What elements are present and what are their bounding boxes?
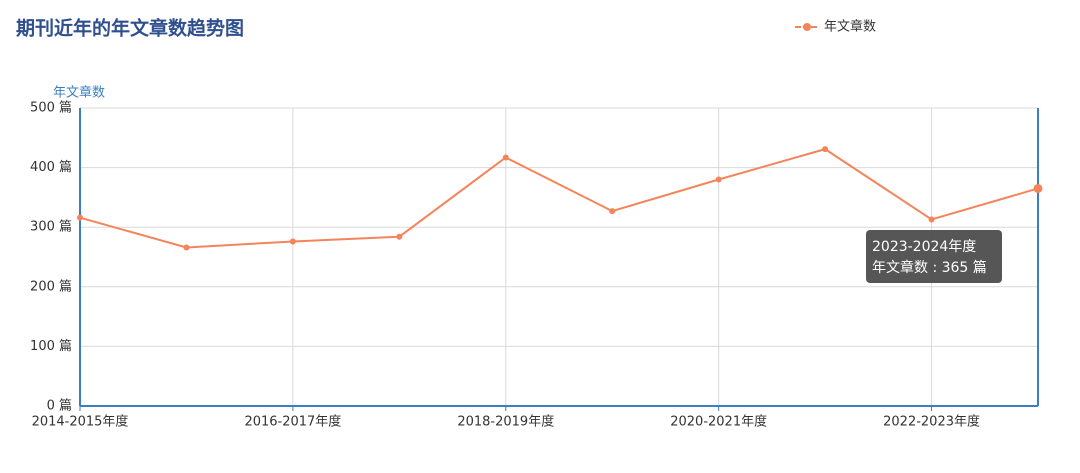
data-point: [1033, 183, 1043, 193]
y-tick-label: 300 篇: [30, 220, 72, 235]
x-tick-label: 2018-2019年度: [457, 414, 554, 430]
y-axis-label: 年文章数: [53, 85, 105, 101]
tooltip-box: [866, 230, 1002, 283]
x-tick-label: 2016-2017年度: [244, 414, 341, 430]
data-point: [928, 216, 935, 223]
x-tick-label: 2014-2015年度: [32, 414, 129, 430]
data-point: [715, 176, 722, 183]
data-point: [77, 214, 83, 221]
tooltip-title: 2023-2024年度: [872, 239, 976, 255]
data-point: [502, 154, 509, 161]
data-point: [289, 238, 296, 245]
y-tick-label: 500 篇: [30, 101, 72, 116]
tooltip-text: 年文章数 : 365 篇: [872, 259, 987, 276]
legend-marker: [803, 23, 811, 31]
series-line: [79, 148, 1039, 249]
x-tick-label: 2020-2021年度: [670, 414, 767, 430]
y-tick-label: 400 篇: [30, 160, 72, 175]
data-point: [609, 208, 616, 215]
data-point: [822, 146, 829, 153]
data-point: [183, 244, 190, 251]
y-tick-label: 200 篇: [30, 279, 72, 294]
chart-title: 期刊近年的年文章数趋势图: [16, 17, 244, 40]
data-point: [396, 233, 403, 240]
y-tick-label: 0 篇: [47, 399, 72, 414]
x-tick-label: 2022-2023年度: [883, 414, 980, 430]
y-tick-label: 100 篇: [30, 339, 72, 354]
legend-label: 年文章数: [824, 19, 876, 35]
